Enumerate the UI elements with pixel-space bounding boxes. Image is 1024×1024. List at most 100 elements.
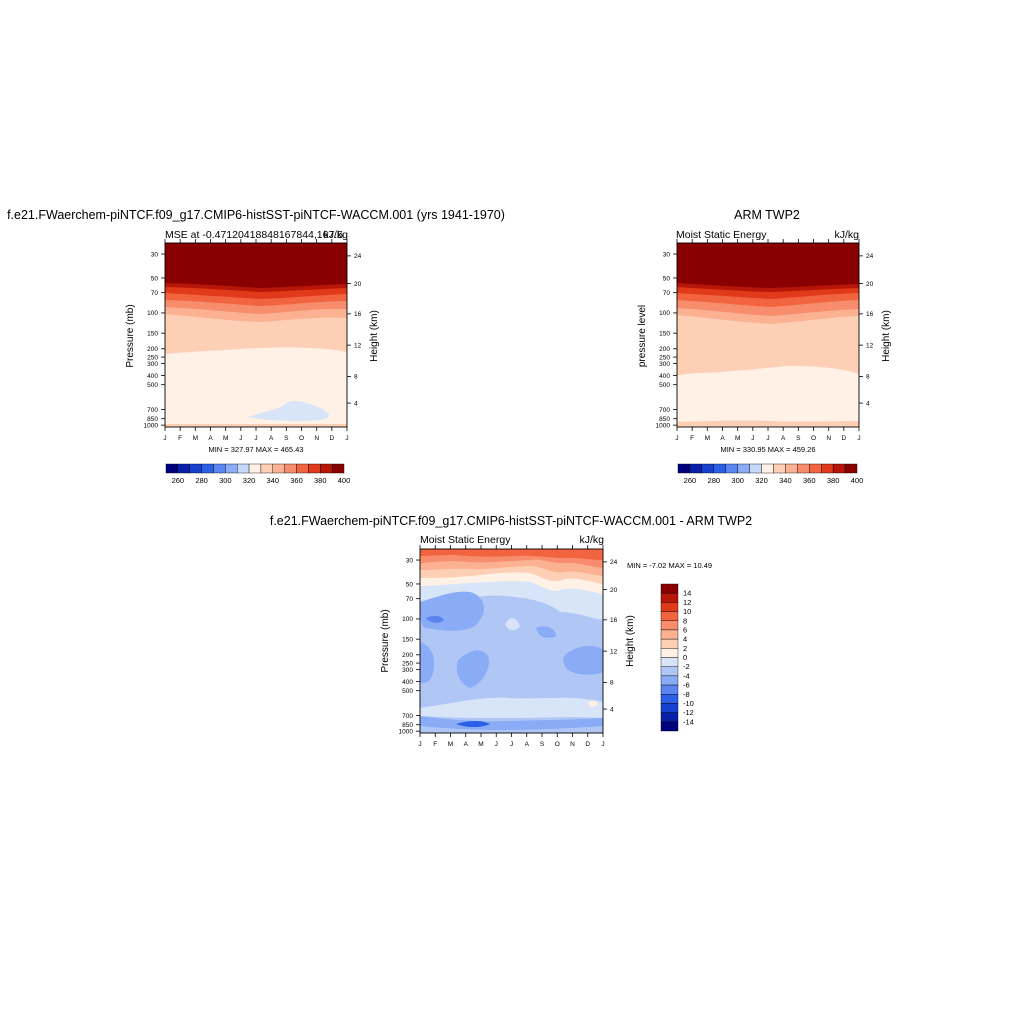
x-tick-label: O	[299, 435, 304, 442]
colorbar-swatch	[821, 463, 834, 474]
colorbar-label: -14	[683, 717, 694, 726]
panel-model-left-label: MSE at -0.47120418848167844,167.5	[165, 229, 343, 241]
height-tick-label: 8	[354, 374, 358, 381]
colorbar-swatch	[761, 463, 774, 474]
x-tick-label: J	[254, 435, 257, 442]
height-tick-label: 16	[354, 311, 362, 318]
x-tick-label: J	[601, 741, 604, 748]
colorbar-swatch	[749, 463, 762, 474]
colorbar-label: 260	[172, 476, 185, 485]
x-tick-label: A	[781, 435, 786, 442]
colorbar-label: 300	[731, 476, 744, 485]
colorbar-swatch	[713, 463, 726, 474]
y-tick-label: 300	[402, 667, 413, 674]
colorbar-label: 10	[683, 607, 691, 616]
x-tick-label: D	[841, 435, 846, 442]
colorbar-label: 380	[827, 476, 840, 485]
colorbar-swatch	[284, 463, 297, 474]
colorbar-swatch	[797, 463, 810, 474]
x-tick-label: D	[329, 435, 334, 442]
x-tick-label: A	[525, 741, 530, 748]
y-tick-label: 70	[151, 290, 159, 297]
y-tick-label: 250	[659, 354, 670, 361]
colorbar-swatch	[660, 638, 679, 649]
colorbar-swatch	[660, 602, 679, 612]
colorbar-swatch	[165, 463, 179, 474]
x-tick-label: J	[857, 435, 860, 442]
panel-obs-ylabel: pressure level	[637, 305, 648, 367]
colorbar-swatch	[660, 675, 679, 686]
colorbar-swatch	[660, 684, 679, 695]
panel-obs-ylabel-right: Height (km)	[881, 310, 892, 362]
height-tick-label: 16	[610, 617, 618, 624]
colorbar-label: -6	[683, 681, 690, 690]
x-tick-label: J	[418, 741, 421, 748]
x-tick-label: D	[585, 741, 590, 748]
panel-model-ylabel-right: Height (km)	[369, 310, 380, 362]
x-tick-label: F	[690, 435, 694, 442]
x-tick-label: M	[193, 435, 198, 442]
x-tick-label: J	[510, 741, 513, 748]
height-tick-label: 12	[610, 648, 618, 655]
panel-diff-minmax: MIN = -7.02 MAX = 10.49	[627, 561, 712, 570]
colorbar-swatch	[660, 666, 679, 677]
y-tick-label: 700	[147, 407, 158, 414]
y-tick-label: 850	[147, 416, 158, 423]
y-tick-label: 400	[659, 373, 670, 380]
colorbar-swatch	[660, 657, 679, 667]
y-tick-label: 50	[151, 275, 159, 282]
colorbar-swatch	[331, 463, 345, 474]
x-tick-label: M	[448, 741, 453, 748]
y-tick-label: 250	[147, 354, 158, 361]
colorbar-label: -4	[683, 671, 690, 680]
height-tick-label: 20	[610, 587, 618, 594]
x-tick-label: J	[163, 435, 166, 442]
y-tick-label: 100	[402, 616, 413, 623]
x-tick-label: N	[314, 435, 319, 442]
panel-diff-ylabel: Pressure (mb)	[380, 609, 391, 672]
x-tick-label: J	[766, 435, 769, 442]
x-tick-label: O	[555, 741, 560, 748]
x-tick-label: J	[751, 435, 754, 442]
colorbar-swatch	[248, 463, 262, 474]
y-tick-label: 500	[402, 688, 413, 695]
panel-model-units: kJ/kg	[323, 229, 348, 241]
colorbar-swatch	[809, 463, 822, 474]
colorbar-label: 6	[683, 625, 687, 634]
y-tick-label: 850	[402, 722, 413, 729]
x-tick-label: S	[796, 435, 801, 442]
colorbar-swatch	[689, 463, 703, 474]
height-tick-label: 4	[866, 400, 870, 407]
y-tick-label: 50	[663, 275, 671, 282]
y-tick-label: 500	[659, 382, 670, 389]
colorbar-label: 14	[683, 589, 691, 598]
colorbar-swatch	[701, 463, 714, 474]
y-tick-label: 400	[402, 679, 413, 686]
y-tick-label: 150	[659, 330, 670, 337]
colorbar-label: 8	[683, 616, 687, 625]
colorbar-swatch	[832, 463, 846, 474]
x-tick-label: M	[735, 435, 740, 442]
x-tick-label: M	[705, 435, 710, 442]
height-tick-label: 12	[354, 342, 362, 349]
colorbar-swatch	[660, 611, 679, 621]
x-tick-label: F	[178, 435, 182, 442]
colorbar-swatch	[201, 463, 214, 474]
y-tick-label: 300	[147, 361, 158, 368]
panel-diff-left-label: Moist Static Energy	[420, 534, 511, 546]
colorbar-label: 320	[243, 476, 256, 485]
colorbar-swatch	[785, 463, 798, 474]
height-tick-label: 20	[354, 281, 362, 288]
colorbar-label: -2	[683, 662, 690, 671]
y-tick-label: 150	[402, 636, 413, 643]
colorbar-swatch	[213, 463, 226, 474]
height-tick-label: 16	[866, 311, 874, 318]
y-tick-label: 850	[659, 416, 670, 423]
panel-obs-title: ARM TWP2	[734, 208, 800, 222]
colorbar-label: 2	[683, 644, 687, 653]
colorbar-swatch	[660, 620, 679, 631]
panel-model-ylabel: Pressure (mb)	[125, 304, 136, 367]
colorbar-swatch	[225, 463, 238, 474]
